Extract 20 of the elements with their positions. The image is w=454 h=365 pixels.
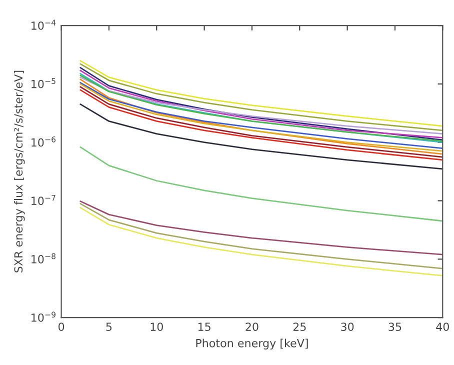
y-tick-label: 10$^{−4}$ bbox=[32, 20, 56, 30]
x-tick-label: 25 bbox=[293, 322, 306, 332]
x-tick-label: 35 bbox=[388, 322, 402, 332]
line-series bbox=[80, 200, 443, 256]
x-tick-label: 15 bbox=[198, 322, 210, 332]
line-series bbox=[80, 146, 443, 222]
x-tick-label: 0 bbox=[58, 322, 64, 332]
x-tick-label: 40 bbox=[436, 322, 449, 332]
x-axis-title: Photon energy [keV] bbox=[196, 338, 308, 350]
line-series bbox=[80, 104, 443, 170]
y-tick-label: 10$^{−7}$ bbox=[32, 194, 56, 206]
x-tick-label: 30 bbox=[341, 322, 354, 332]
y-tick-label: 10$^{−5}$ bbox=[32, 78, 56, 88]
y-tick-label: 10$^{−9}$ bbox=[32, 312, 56, 322]
y-tick-label: 10$^{−6}$ bbox=[32, 136, 56, 147]
y-tick-label: 10$^{−8}$ bbox=[32, 253, 56, 264]
x-tick-label: 10 bbox=[150, 322, 163, 332]
x-tick-label: 5 bbox=[106, 322, 112, 332]
x-tick-label: 20 bbox=[246, 322, 258, 332]
y-axis-title: SXR energy flux [ergs/cm²/s/ster/eV] bbox=[14, 70, 25, 272]
